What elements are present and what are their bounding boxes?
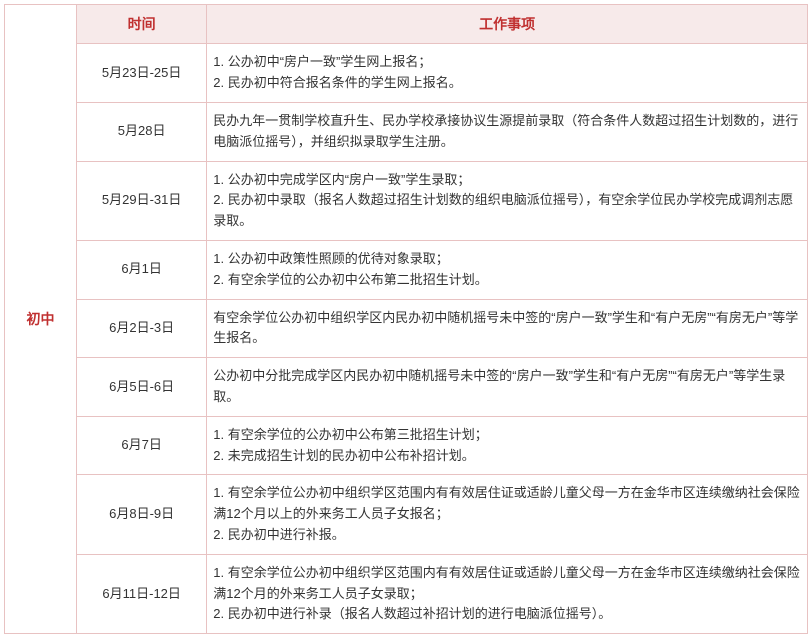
header-task: 工作事项 bbox=[207, 5, 808, 44]
task-line: 民办九年一贯制学校直升生、民办学校承接协议生源提前录取（符合条件人数超过招生计划… bbox=[213, 111, 801, 153]
table-row: 6月8日-9日1. 有空余学位公办初中组织学区范围内有有效居住证或适龄儿童父母一… bbox=[5, 475, 808, 554]
task-line: 2. 民办初中进行补报。 bbox=[213, 525, 801, 546]
category-cell: 初中 bbox=[5, 5, 77, 634]
task-cell: 1. 公办初中政策性照顾的优待对象录取；2. 有空余学位的公办初中公布第二批招生… bbox=[207, 240, 808, 299]
table-header-row: 初中时间工作事项 bbox=[5, 5, 808, 44]
task-line: 1. 有空余学位公办初中组织学区范围内有有效居住证或适龄儿童父母一方在金华市区连… bbox=[213, 563, 801, 605]
task-line: 2. 未完成招生计划的民办初中公布补招计划。 bbox=[213, 446, 801, 467]
task-cell: 1. 有空余学位的公办初中公布第三批招生计划；2. 未完成招生计划的民办初中公布… bbox=[207, 416, 808, 475]
time-cell: 6月11日-12日 bbox=[77, 554, 207, 633]
time-cell: 6月7日 bbox=[77, 416, 207, 475]
task-line: 1. 公办初中完成学区内“房户一致”学生录取； bbox=[213, 170, 801, 191]
task-line: 2. 有空余学位的公办初中公布第二批招生计划。 bbox=[213, 270, 801, 291]
time-cell: 5月28日 bbox=[77, 102, 207, 161]
task-line: 2. 民办初中录取（报名人数超过招生计划数的组织电脑派位摇号），有空余学位民办学… bbox=[213, 190, 801, 232]
table-row: 5月28日民办九年一贯制学校直升生、民办学校承接协议生源提前录取（符合条件人数超… bbox=[5, 102, 808, 161]
table-row: 6月2日-3日有空余学位公办初中组织学区内民办初中随机摇号未中签的“房户一致”学… bbox=[5, 299, 808, 358]
time-cell: 5月29日-31日 bbox=[77, 161, 207, 240]
time-cell: 6月5日-6日 bbox=[77, 358, 207, 417]
table-row: 6月1日1. 公办初中政策性照顾的优待对象录取；2. 有空余学位的公办初中公布第… bbox=[5, 240, 808, 299]
task-line: 有空余学位公办初中组织学区内民办初中随机摇号未中签的“房户一致”学生和“有户无房… bbox=[213, 308, 801, 350]
header-time: 时间 bbox=[77, 5, 207, 44]
time-cell: 5月23日-25日 bbox=[77, 44, 207, 103]
task-line: 1. 有空余学位的公办初中公布第三批招生计划； bbox=[213, 425, 801, 446]
table-row: 6月7日1. 有空余学位的公办初中公布第三批招生计划；2. 未完成招生计划的民办… bbox=[5, 416, 808, 475]
task-cell: 有空余学位公办初中组织学区内民办初中随机摇号未中签的“房户一致”学生和“有户无房… bbox=[207, 299, 808, 358]
schedule-table: 初中时间工作事项5月23日-25日1. 公办初中“房户一致”学生网上报名；2. … bbox=[4, 4, 808, 634]
table-row: 6月11日-12日1. 有空余学位公办初中组织学区范围内有有效居住证或适龄儿童父… bbox=[5, 554, 808, 633]
table-row: 5月29日-31日1. 公办初中完成学区内“房户一致”学生录取；2. 民办初中录… bbox=[5, 161, 808, 240]
task-cell: 1. 公办初中“房户一致”学生网上报名；2. 民办初中符合报名条件的学生网上报名… bbox=[207, 44, 808, 103]
table-row: 6月5日-6日公办初中分批完成学区内民办初中随机摇号未中签的“房户一致”学生和“… bbox=[5, 358, 808, 417]
task-cell: 1. 有空余学位公办初中组织学区范围内有有效居住证或适龄儿童父母一方在金华市区连… bbox=[207, 554, 808, 633]
task-line: 1. 公办初中“房户一致”学生网上报名； bbox=[213, 52, 801, 73]
task-line: 公办初中分批完成学区内民办初中随机摇号未中签的“房户一致”学生和“有户无房”“有… bbox=[213, 366, 801, 408]
task-cell: 1. 有空余学位公办初中组织学区范围内有有效居住证或适龄儿童父母一方在金华市区连… bbox=[207, 475, 808, 554]
task-line: 2. 民办初中符合报名条件的学生网上报名。 bbox=[213, 73, 801, 94]
time-cell: 6月1日 bbox=[77, 240, 207, 299]
task-line: 2. 民办初中进行补录（报名人数超过补招计划的进行电脑派位摇号）。 bbox=[213, 604, 801, 625]
task-cell: 1. 公办初中完成学区内“房户一致”学生录取；2. 民办初中录取（报名人数超过招… bbox=[207, 161, 808, 240]
time-cell: 6月2日-3日 bbox=[77, 299, 207, 358]
task-cell: 民办九年一贯制学校直升生、民办学校承接协议生源提前录取（符合条件人数超过招生计划… bbox=[207, 102, 808, 161]
task-cell: 公办初中分批完成学区内民办初中随机摇号未中签的“房户一致”学生和“有户无房”“有… bbox=[207, 358, 808, 417]
task-line: 1. 公办初中政策性照顾的优待对象录取； bbox=[213, 249, 801, 270]
table-row: 5月23日-25日1. 公办初中“房户一致”学生网上报名；2. 民办初中符合报名… bbox=[5, 44, 808, 103]
task-line: 1. 有空余学位公办初中组织学区范围内有有效居住证或适龄儿童父母一方在金华市区连… bbox=[213, 483, 801, 525]
time-cell: 6月8日-9日 bbox=[77, 475, 207, 554]
